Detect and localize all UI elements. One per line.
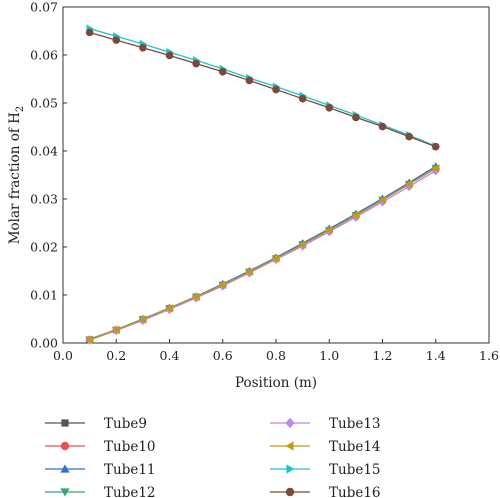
- x-tick-label: 0.6: [213, 348, 233, 363]
- legend-marker: [285, 417, 295, 429]
- legend-item-tube16: Tube16: [270, 485, 381, 498]
- x-axis-label: Position (m): [235, 375, 317, 391]
- data-point: [218, 280, 226, 290]
- data-point: [378, 195, 386, 205]
- series-tube16: [85, 28, 440, 151]
- data-point: [378, 122, 387, 131]
- y-axis-label: Molar fraction of H2: [7, 106, 26, 245]
- series-tube12: [85, 165, 440, 344]
- legend-marker: [285, 441, 294, 451]
- y-tick-label: 0.02: [30, 240, 58, 255]
- x-tick-label: 0.4: [160, 348, 180, 363]
- x-tick-label: 1.4: [426, 348, 446, 363]
- legend-marker: [60, 464, 70, 473]
- series-line: [89, 31, 436, 148]
- data-point: [405, 132, 413, 141]
- x-tick-label: 1.6: [479, 348, 499, 363]
- x-tick-label: 0.8: [266, 348, 286, 363]
- legend-marker: [60, 488, 70, 497]
- legend: Tube9 Tube10 Tube11 Tube12 Tube13 Tube14 Tube1…: [45, 416, 381, 498]
- legend-marker: [61, 419, 69, 427]
- legend-label: Tube16: [329, 485, 381, 498]
- x-tick-label: 0.2: [106, 348, 126, 363]
- data-point: [298, 94, 307, 103]
- legend-item-tube13: Tube13: [270, 416, 381, 432]
- data-point: [138, 315, 147, 324]
- data-point: [139, 44, 147, 52]
- y-tick-label: 0.07: [30, 0, 58, 15]
- legend-label: Tube15: [329, 462, 381, 478]
- y-tick-label: 0.05: [30, 96, 58, 111]
- legend-label: Tube13: [329, 416, 381, 432]
- legend-marker: [286, 464, 295, 474]
- y-tick-label: 0.06: [30, 48, 58, 63]
- series-tube13: [85, 165, 440, 345]
- legend-label: Tube12: [104, 485, 156, 498]
- legend-label: Tube9: [104, 416, 147, 432]
- series-line: [89, 167, 437, 341]
- legend-item-tube14: Tube14: [270, 439, 381, 455]
- series-line: [89, 27, 436, 147]
- series-tube11: [85, 162, 440, 343]
- data-point: [351, 211, 360, 220]
- data-point: [245, 267, 253, 277]
- legend-marker: [285, 487, 295, 497]
- data-point: [191, 292, 200, 302]
- data-point: [271, 254, 280, 263]
- data-point: [325, 226, 333, 235]
- data-point: [112, 325, 120, 335]
- y-tick-label: 0.01: [30, 288, 58, 303]
- data-point: [245, 76, 254, 85]
- data-point: [298, 240, 306, 249]
- y-axis-label-text: Molar fraction of H: [7, 112, 23, 244]
- y-tick-label: 0.03: [30, 192, 58, 207]
- legend-label: Tube10: [104, 439, 156, 455]
- series-line: [89, 170, 437, 341]
- data-point: [85, 335, 93, 344]
- x-tick-label: 0.0: [53, 348, 73, 363]
- series-line: [89, 165, 437, 340]
- y-tick-label: 0.00: [30, 336, 58, 351]
- legend-item-tube11: Tube11: [45, 462, 156, 478]
- x-tick-label: 1.0: [319, 348, 339, 363]
- y-axis-label-subscript: 2: [15, 106, 26, 112]
- y-tick-label: 0.04: [30, 144, 58, 159]
- data-point: [431, 142, 440, 151]
- data-point: [218, 68, 227, 76]
- data-point: [272, 85, 280, 94]
- series-tube15: [86, 24, 440, 151]
- axes-layer: 0.0 0.2 0.4 0.6 0.8 1.0 1.2 1.4 1.6 0.00 0.01 0.02 0…: [7, 0, 499, 391]
- data-point: [404, 179, 413, 189]
- legend-item-tube15: Tube15: [270, 462, 381, 478]
- data-point: [431, 164, 439, 173]
- data-point: [165, 51, 174, 60]
- legend-label: Tube11: [104, 462, 156, 478]
- data-point: [165, 304, 173, 313]
- legend-item-tube12: Tube12: [45, 485, 156, 498]
- legend-item-tube10: Tube10: [45, 439, 156, 455]
- legend-label: Tube14: [329, 439, 381, 455]
- series-line: [89, 167, 437, 341]
- data-point: [192, 59, 200, 68]
- series-tube9: [86, 165, 439, 343]
- data-point: [352, 113, 360, 122]
- legend-item-tube9: Tube9: [45, 416, 147, 432]
- series-tube14: [85, 164, 439, 344]
- series-line: [89, 167, 437, 341]
- x-tick-label: 1.2: [373, 348, 393, 363]
- data-point: [112, 36, 121, 44]
- series-line: [89, 167, 437, 341]
- legend-marker: [60, 441, 70, 451]
- series-layer: [85, 24, 440, 345]
- data-point: [85, 28, 94, 37]
- data-point: [325, 104, 334, 112]
